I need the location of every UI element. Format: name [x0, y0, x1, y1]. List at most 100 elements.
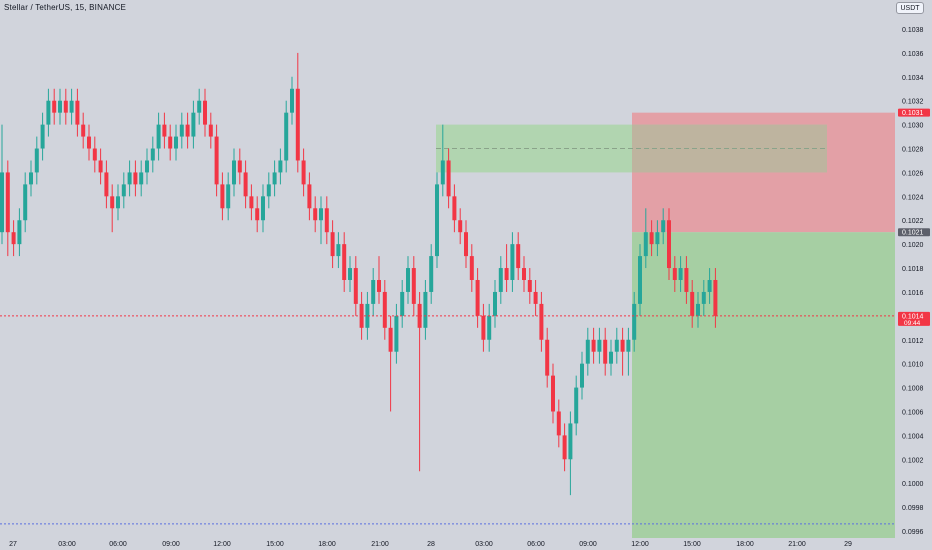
candle-body — [261, 196, 265, 221]
candle-body — [510, 244, 515, 280]
candle-body — [707, 280, 712, 292]
candle-body — [411, 268, 416, 304]
price-tick-label: 0.1036 — [902, 51, 924, 58]
price-axis-bg — [895, 0, 932, 538]
candle-body — [63, 100, 68, 113]
candle-body — [243, 172, 248, 197]
candle-body — [446, 160, 451, 197]
price-tick-label: 0.1008 — [902, 386, 924, 393]
time-tick-label: 28 — [427, 541, 435, 548]
candle-body — [145, 160, 149, 173]
candle-body — [81, 124, 86, 137]
price-tick-label: 0.1020 — [902, 242, 924, 249]
candle-body — [133, 172, 138, 185]
time-tick-label: 06:00 — [109, 541, 127, 548]
time-tick-label: 21:00 — [788, 541, 806, 548]
candle-body — [655, 232, 660, 245]
candle-body — [551, 375, 555, 412]
candle-body — [620, 339, 625, 352]
candle-body — [498, 268, 503, 292]
candle-body — [278, 160, 283, 173]
candle-body — [556, 411, 561, 436]
price-tick-label: 0.1034 — [902, 75, 924, 82]
take-profit-zone[interactable] — [632, 232, 895, 538]
candle-body — [150, 148, 155, 161]
candle-body — [40, 124, 45, 149]
candle-body — [156, 124, 161, 149]
price-tick-label: 0.1006 — [902, 409, 924, 416]
time-tick-label: 15:00 — [683, 541, 701, 548]
candle-body — [371, 280, 376, 304]
candle-body — [208, 124, 213, 137]
candle-body — [237, 160, 242, 173]
candle-body — [388, 327, 393, 352]
candle-body — [348, 268, 352, 280]
candle-body — [487, 315, 492, 340]
candle-body — [58, 100, 62, 113]
time-tick-label: 03:00 — [58, 541, 76, 548]
candle-body — [562, 435, 567, 460]
price-label-stop-text: 0.1031 — [902, 110, 924, 117]
time-tick-label: 27 — [9, 541, 17, 548]
price-tick-label: 0.1026 — [902, 170, 924, 177]
candle-body — [568, 423, 573, 460]
time-tick-label: 21:00 — [371, 541, 389, 548]
time-tick-label: 06:00 — [527, 541, 545, 548]
candle-body — [597, 339, 602, 352]
candle-body — [591, 339, 596, 352]
candle-body — [585, 339, 590, 364]
candle-body — [539, 303, 544, 340]
candle-body — [609, 351, 613, 364]
price-tick-label: 0.1030 — [902, 123, 924, 130]
time-axis-bg — [0, 538, 932, 550]
time-axis[interactable]: 27 03:00 06:00 09:00 12:00 15:00 18:00 21:00 28 0… — [0, 538, 932, 550]
candle-body — [17, 220, 22, 245]
price-axis[interactable]: 0.1038 0.1036 0.1034 0.1032 0.1030 0.1028 0.10… — [895, 0, 932, 538]
candle-body — [701, 291, 706, 304]
candle-body — [324, 208, 329, 233]
candle-body — [301, 160, 306, 185]
candle-body — [638, 256, 642, 304]
price-tick-label: 0.1004 — [902, 433, 924, 440]
candle-body — [46, 100, 51, 125]
candle-body — [464, 232, 468, 257]
candle-body — [75, 100, 80, 125]
candle-body — [394, 315, 399, 352]
time-tick-label: 18:00 — [318, 541, 336, 548]
candle-body — [5, 172, 10, 233]
candle-body — [336, 244, 341, 257]
candle-body — [104, 172, 109, 197]
candle-body — [98, 160, 103, 173]
candle-body — [29, 172, 33, 185]
candle-body — [127, 172, 132, 185]
candle-body — [574, 387, 579, 424]
candle-body — [121, 184, 126, 197]
quote-currency-button[interactable]: USDT — [896, 2, 924, 14]
price-tick-label: 0.1012 — [902, 338, 924, 345]
price-tick-label: 0.1022 — [902, 218, 924, 225]
candle-body — [179, 124, 184, 137]
candle-body — [162, 124, 167, 137]
candle-body — [255, 208, 260, 221]
candle-body — [319, 208, 323, 221]
candles-layer — [0, 52, 718, 496]
candle-body — [174, 136, 178, 149]
time-tick-label: 12:00 — [631, 541, 649, 548]
price-label-entry — [898, 228, 930, 237]
candle-body — [649, 232, 654, 245]
price-label-entry-text: 0.1021 — [902, 230, 924, 237]
price-label-current-text: 0.1014 — [902, 313, 924, 320]
candle-body — [435, 184, 439, 257]
candle-body — [197, 100, 202, 113]
price-tick-label: 0.1002 — [902, 457, 924, 464]
symbol-title: Stellar / TetherUS, 15, BINANCE — [4, 3, 127, 12]
candle-body — [330, 232, 335, 257]
time-tick-label: 03:00 — [475, 541, 493, 548]
candle-body — [417, 303, 422, 328]
candle-body — [667, 220, 671, 269]
price-label-current — [898, 311, 930, 326]
candle-body — [493, 291, 497, 316]
candle-body — [614, 339, 619, 352]
candle-body — [284, 112, 289, 161]
